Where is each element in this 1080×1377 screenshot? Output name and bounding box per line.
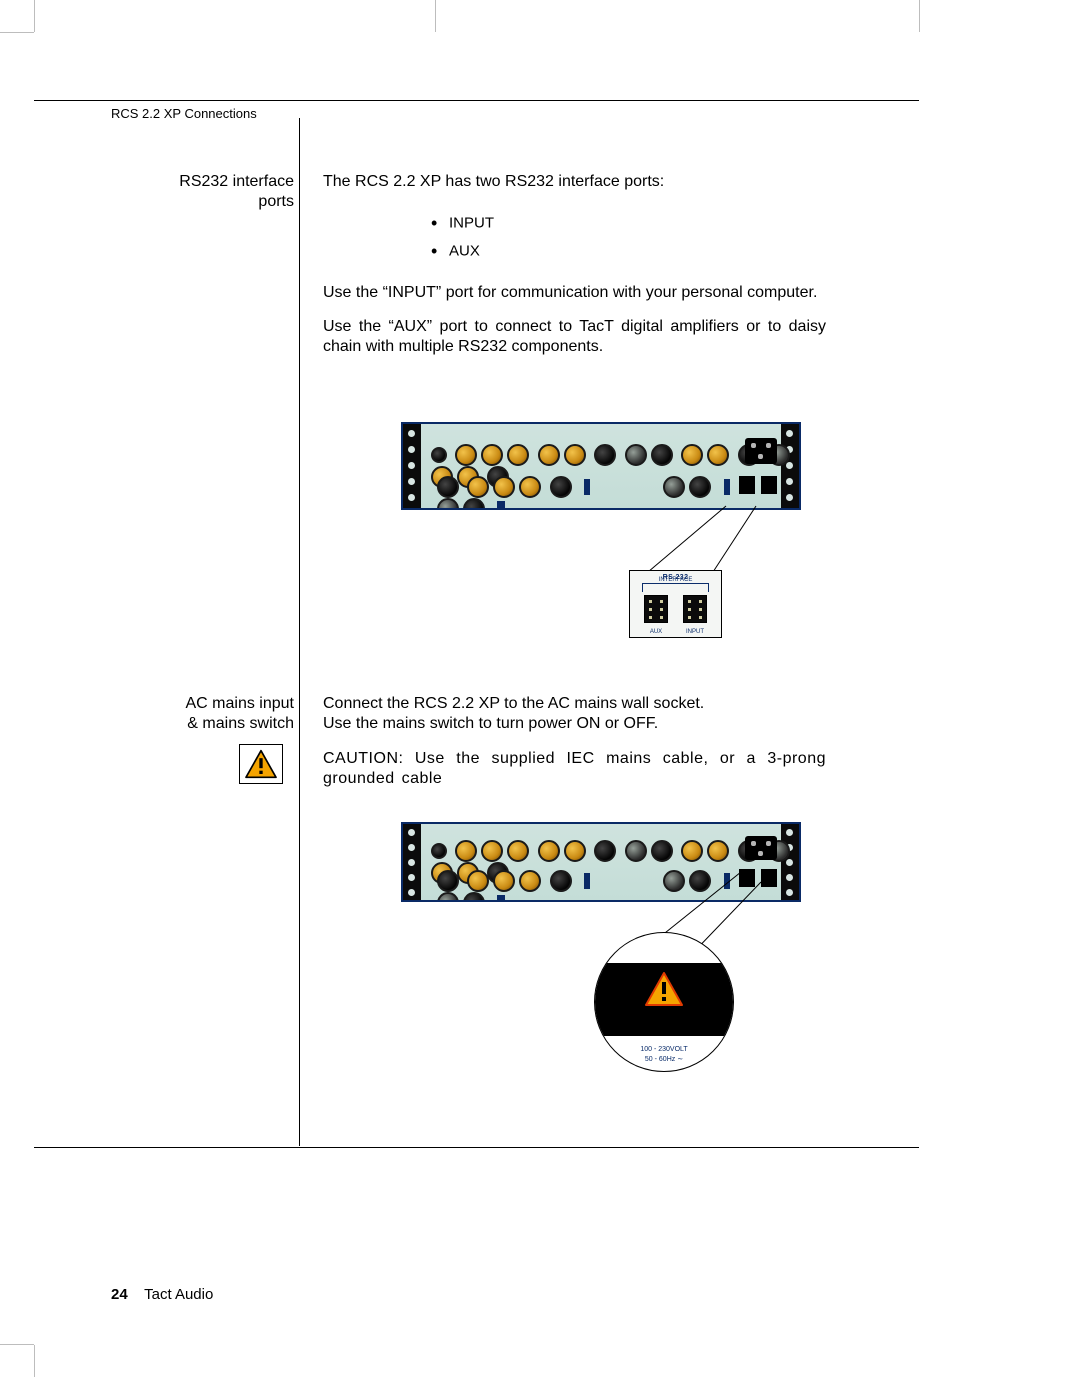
spacer — [323, 303, 826, 317]
ac-callout: 100 - 230VOLT 50 - 60Hz ∼ — [594, 932, 734, 1072]
rs232-block — [739, 472, 777, 498]
ac-caution: CAUTION: Use the supplied IEC mains cabl… — [323, 749, 826, 790]
section-rs232-body: The RCS 2.2 XP has two RS232 interface p… — [323, 172, 826, 358]
rs232-callout-aux-label: AUX — [641, 629, 671, 635]
column-divider — [299, 118, 300, 1146]
margin-heading-line: & mains switch — [34, 714, 294, 734]
crop-mark — [435, 0, 436, 32]
ac-inlet — [745, 836, 777, 860]
rs232-aux-note: Use the “AUX” port to connect to TacT di… — [323, 317, 826, 358]
ac-callout-voltage: 100 - 230VOLT — [595, 1046, 733, 1053]
rs232-callout-bracket: INTERFACE — [642, 583, 709, 592]
rs232-intro: The RCS 2.2 XP has two RS232 interface p… — [323, 172, 826, 192]
ac-inlet — [745, 438, 777, 464]
rs232-bullet-input: INPUT — [431, 212, 826, 235]
warning-triangle-icon — [244, 749, 278, 779]
caution-icon — [239, 744, 283, 784]
crop-mark — [34, 1345, 35, 1377]
footer-brand: Tact Audio — [144, 1286, 213, 1303]
margin-heading-rs232: RS232 interface ports — [34, 172, 294, 212]
margin-heading-ac: AC mains input & mains switch — [34, 694, 294, 734]
crop-mark — [0, 32, 34, 33]
crop-mark — [0, 1344, 34, 1345]
section-ac-body: Connect the RCS 2.2 XP to the AC mains w… — [323, 694, 826, 790]
rs232-callout-bracket-label: INTERFACE — [643, 577, 708, 583]
rs232-port-aux — [644, 595, 668, 623]
page-footer: 24 Tact Audio — [111, 1286, 213, 1303]
ac-switch-note: Use the mains switch to turn power ON or… — [323, 714, 826, 734]
rs232-bullet-aux: AUX — [431, 240, 826, 263]
margin-heading-line: RS232 interface — [34, 172, 294, 192]
rack-ear — [403, 424, 421, 508]
connector-row — [431, 840, 799, 864]
crop-mark — [919, 0, 920, 32]
rs232-callout: RS 232 INTERFACE AUX INPUT — [629, 570, 722, 638]
ac-callout-circle: 100 - 230VOLT 50 - 60Hz ∼ — [594, 932, 734, 1072]
rs232-port-input — [683, 595, 707, 623]
ac-connect-note: Connect the RCS 2.2 XP to the AC mains w… — [323, 694, 826, 714]
connector-row — [431, 444, 799, 468]
rack-ear — [403, 824, 421, 900]
rs232-input-note: Use the “INPUT” port for communication w… — [323, 283, 826, 303]
crop-mark — [34, 0, 35, 32]
ac-callout-panel — [595, 963, 733, 1036]
rs232-bullet-list: INPUT AUX — [431, 212, 826, 262]
margin-heading-line: ports — [34, 192, 294, 212]
page: RCS 2.2 XP Connections RS232 interface p… — [34, 32, 919, 1345]
margin-heading-line: AC mains input — [34, 694, 294, 714]
rs232-callout-input-label: INPUT — [680, 629, 710, 635]
figure-rear-panel-2 — [401, 822, 801, 902]
callout-leader-lines — [401, 510, 801, 580]
warning-triangle-icon — [644, 971, 684, 1007]
spacer — [323, 735, 826, 749]
figure-rear-panel-1 — [401, 422, 801, 510]
page-number: 24 — [111, 1286, 128, 1303]
rs232-block — [739, 866, 777, 890]
ac-callout-freq: 50 - 60Hz ∼ — [595, 1055, 733, 1063]
